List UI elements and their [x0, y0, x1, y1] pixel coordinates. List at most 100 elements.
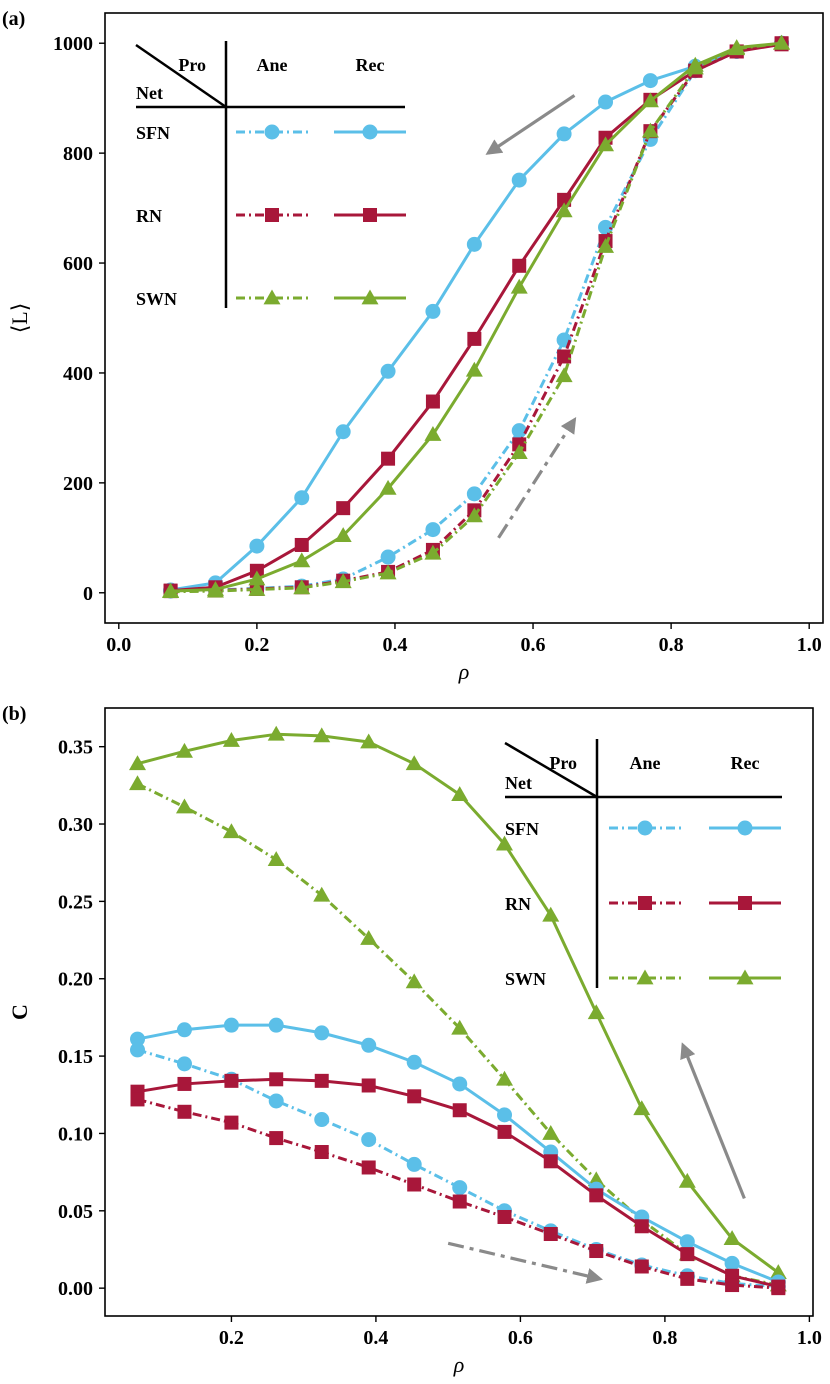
x-tick-label: 0.0 [106, 634, 131, 656]
legend-table: Pro Net Ane Rec SFN RN SWN [504, 739, 782, 989]
legend-diagonal [135, 43, 227, 109]
y-tick-label: 0 [83, 583, 93, 605]
data-point [267, 851, 285, 866]
trend-arrow [680, 1042, 746, 1200]
data-point [379, 564, 397, 580]
data-point [314, 1025, 330, 1041]
data-point [334, 527, 352, 542]
legend-col-ane: Ane [630, 753, 661, 773]
data-point [335, 424, 351, 440]
data-point [406, 1054, 422, 1070]
data-point [206, 580, 224, 596]
legend-row-sfn: SFN [505, 819, 539, 839]
data-point [406, 1156, 422, 1172]
chart-panel-a: 0.0 0.2 0.4 0.6 0.8 1.0 0 200 400 600 800 1000 ρ ⟨L⟩ (… [2, 8, 824, 684]
legend-marker-sample [738, 896, 752, 910]
data-point [293, 552, 311, 568]
chart-panel-b: 0.2 0.4 0.6 0.8 1.0 0.00 0.05 0.10 0.15 0.20 0.25 0… [2, 703, 822, 1377]
x-tick-label: 0.6 [508, 1327, 533, 1349]
data-point [497, 1107, 513, 1123]
data-point [294, 537, 309, 552]
data-point [512, 258, 527, 273]
data-point [336, 501, 351, 516]
data-point [467, 331, 482, 346]
x-tick-label: 0.8 [659, 634, 684, 656]
data-point [452, 1194, 467, 1209]
data-point [641, 122, 659, 138]
data-point [248, 580, 266, 596]
legend-marker-sample [737, 820, 753, 836]
data-point [130, 1042, 146, 1058]
data-point [294, 490, 310, 506]
y-tick-label: 0.10 [58, 1123, 93, 1145]
data-point [313, 727, 331, 743]
data-point [543, 1154, 558, 1169]
data-point [222, 731, 240, 747]
y-tick-label: 600 [63, 253, 93, 275]
data-point [248, 570, 266, 586]
data-point [451, 1019, 469, 1035]
x-axis-label: ρ [453, 1352, 465, 1377]
x-tick-label: 1.0 [797, 1327, 822, 1349]
panel-label: (a) [2, 8, 25, 30]
data-point [177, 1076, 192, 1091]
x-tick-label: 1.0 [797, 634, 822, 656]
legend-corner-bottom: Net [136, 83, 163, 103]
data-point [556, 126, 572, 142]
x-tick-label: 0.4 [363, 1327, 388, 1349]
data-point [361, 1160, 376, 1175]
y-tick-label: 400 [63, 363, 93, 385]
data-point [723, 1230, 741, 1246]
data-point [249, 538, 265, 554]
data-point [451, 786, 469, 802]
data-point [407, 1177, 422, 1192]
data-point [425, 303, 441, 319]
data-point [268, 1093, 284, 1109]
legend-marker-sample [264, 124, 280, 140]
y-tick-label: 0.30 [58, 814, 93, 836]
data-point [510, 278, 528, 294]
data-point [641, 92, 659, 108]
data-point [543, 1227, 558, 1242]
data-point [542, 906, 560, 922]
series-line [137, 1048, 779, 1289]
data-point [293, 579, 311, 595]
data-point [175, 742, 193, 758]
y-tick-label: 0.35 [58, 737, 93, 759]
legend-marker-sample [263, 289, 281, 305]
data-point [222, 823, 240, 839]
data-point [597, 136, 615, 152]
data-point [466, 236, 482, 252]
series-swn-rec [162, 34, 791, 598]
data-point [425, 394, 440, 409]
data-point [725, 1278, 740, 1293]
data-point [587, 1171, 605, 1187]
data-point [511, 423, 527, 439]
data-point [360, 733, 378, 749]
data-point [634, 1219, 649, 1234]
x-tick-label: 0.2 [244, 634, 269, 656]
y-axis-label: ⟨L⟩ [7, 303, 32, 334]
y-tick-label: 0.25 [58, 891, 93, 913]
x-tick-label: 0.2 [219, 1327, 244, 1349]
data-point [162, 582, 180, 598]
data-point [452, 1076, 468, 1092]
legend-table: Pro Net Ane Rec SFN RN SWN [135, 41, 406, 309]
legend-row-rn: RN [505, 894, 531, 914]
legend-marker-sample [638, 896, 652, 910]
y-tick-label: 200 [63, 473, 93, 495]
legend-corner-top: Pro [178, 55, 206, 75]
data-point [424, 544, 442, 560]
data-point [598, 94, 614, 110]
data-point [379, 479, 397, 495]
data-point [314, 1073, 329, 1088]
legend-marker-sample [637, 820, 653, 836]
data-point [496, 835, 514, 851]
data-point [496, 1070, 514, 1086]
data-point [452, 1180, 468, 1196]
series-swn-ane [129, 775, 787, 1292]
data-point [773, 34, 791, 50]
plot-frame [104, 12, 824, 624]
legend-col-rec: Rec [731, 753, 760, 773]
data-point [130, 1092, 145, 1107]
